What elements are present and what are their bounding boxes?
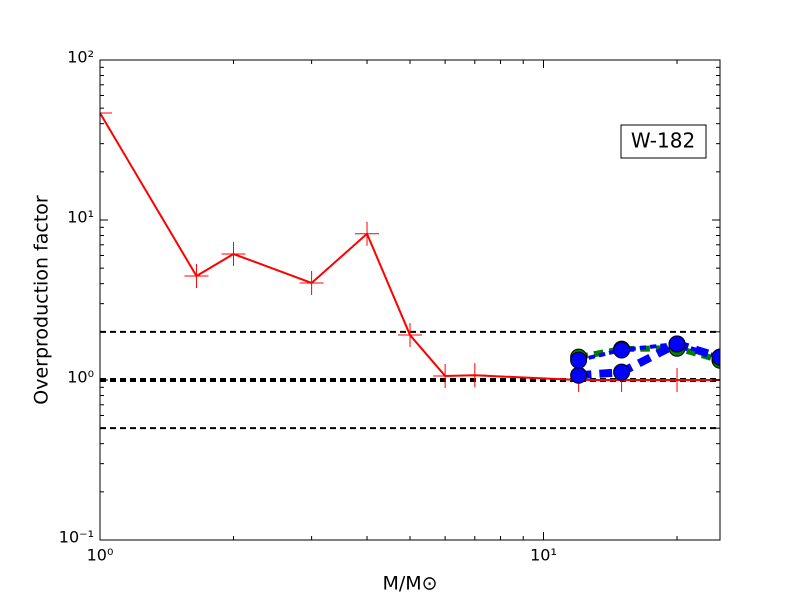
- x-tick-label: 10¹: [530, 546, 557, 565]
- data-point: [299, 270, 324, 295]
- data-point: [668, 335, 686, 353]
- x-axis-label: M/M⊙: [382, 573, 437, 595]
- data-point: [570, 366, 588, 384]
- annotation: W-182: [631, 129, 695, 153]
- data-point: [221, 242, 246, 267]
- data-point: [433, 363, 458, 388]
- y-tick-label: 10⁻¹: [59, 528, 94, 547]
- y-tick-label: 10²: [67, 48, 94, 67]
- data-point: [100, 101, 112, 126]
- annotation-box: [620, 124, 707, 159]
- data-point: [665, 368, 690, 392]
- plot-area: [100, 101, 720, 430]
- series-line: [578, 339, 720, 380]
- data-point: [398, 323, 422, 348]
- data-point: [613, 363, 631, 381]
- y-tick-label: 10¹: [67, 208, 94, 227]
- data-point: [570, 351, 588, 369]
- data-point: [462, 363, 487, 388]
- y-axis-label: Overproduction factor: [31, 195, 53, 405]
- data-point: [355, 221, 380, 246]
- data-point: [184, 263, 209, 288]
- data-point: [711, 348, 720, 366]
- y-tick-label: 10⁰: [67, 368, 94, 387]
- data-point: [613, 341, 631, 359]
- x-tick-label: 10⁰: [87, 546, 114, 565]
- series-line: [578, 341, 720, 363]
